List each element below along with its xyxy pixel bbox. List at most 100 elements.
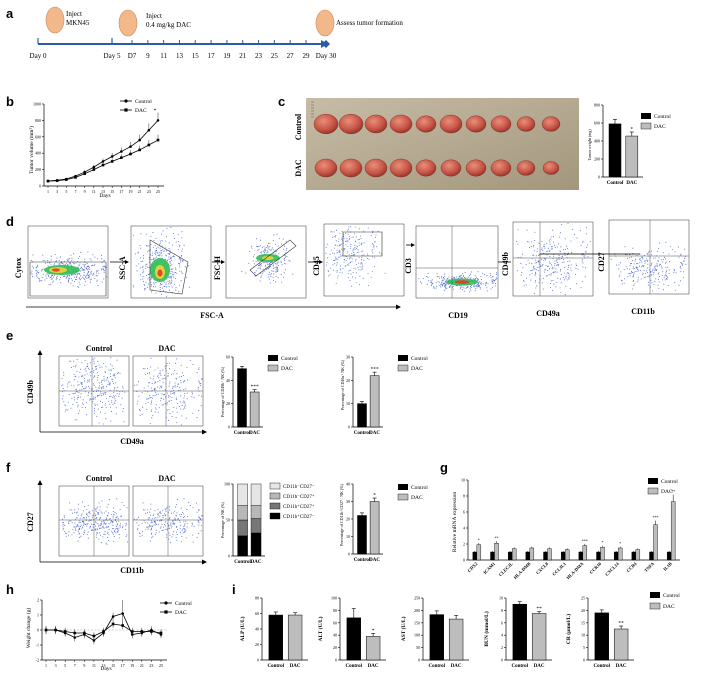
event-dot [170, 373, 172, 375]
event-dot [68, 394, 70, 396]
event-dot [363, 259, 365, 261]
event-dot [91, 515, 93, 517]
event-dot [122, 385, 124, 387]
fsca-arrow-icon [396, 304, 401, 310]
event-dot [201, 395, 203, 397]
event-dot [113, 374, 115, 376]
event-dot [159, 512, 161, 514]
event-dot [150, 291, 153, 293]
event-dot [564, 294, 566, 296]
event-dot [51, 281, 53, 283]
event-dot [88, 392, 90, 394]
event-dot [167, 253, 169, 255]
event-dot [69, 381, 71, 383]
event-dot [101, 366, 103, 368]
y-tick-label: 8 [463, 494, 465, 499]
event-dot [97, 512, 99, 514]
event-dot [681, 263, 683, 265]
event-dot [648, 250, 650, 252]
event-dot [241, 271, 243, 273]
event-dot [179, 408, 181, 410]
bar-dac [476, 544, 482, 561]
event-dot [559, 270, 561, 272]
event-dot [56, 260, 58, 262]
event-dot [188, 265, 190, 267]
chart-e1-ylabel: Percentage of CD49b⁺ NK (%) [220, 366, 225, 417]
y-tick-label: 10 [581, 633, 585, 638]
event-dot [113, 395, 115, 397]
event-dot [341, 272, 343, 274]
event-dot [103, 269, 105, 272]
event-dot [44, 279, 46, 281]
event-dot [570, 240, 572, 242]
stack-legend-label: CD11b⁻CD27⁺ [283, 494, 315, 500]
event-dot [618, 276, 620, 278]
e-x-arrow-icon [202, 429, 207, 435]
event-dot [269, 274, 271, 276]
y-tick-label: 100 [331, 596, 337, 601]
event-dot [66, 259, 68, 261]
event-dot [270, 249, 272, 251]
event-dot [549, 251, 551, 253]
event-dot [482, 272, 484, 274]
event-dot [101, 281, 103, 283]
event-dot [166, 286, 168, 288]
x-tick-label: 9 [83, 663, 85, 668]
event-dot [348, 263, 350, 265]
event-dot [341, 255, 343, 257]
event-dot [108, 400, 110, 403]
y-tick-label: 30 [346, 355, 350, 360]
event-dot [272, 276, 274, 278]
event-dot [87, 269, 89, 271]
y-tick-label: 20 [346, 378, 350, 383]
event-dot [355, 272, 357, 274]
event-dot [170, 391, 172, 393]
event-dot [79, 528, 81, 530]
event-dot [183, 395, 185, 397]
event-dot [180, 524, 182, 526]
event-dot [662, 259, 665, 261]
event-dot [139, 535, 141, 537]
flow-plot-e-dac [132, 355, 204, 427]
event-dot [183, 400, 185, 402]
event-dot [94, 403, 96, 405]
event-dot [142, 255, 145, 257]
event-dot [648, 275, 650, 277]
event-dot [179, 514, 181, 516]
event-dot [442, 279, 444, 281]
event-dot [176, 512, 178, 514]
event-dot [200, 405, 202, 407]
event-dot [478, 282, 480, 284]
event-dot [551, 248, 553, 250]
event-dot [275, 275, 277, 277]
point-dac [150, 630, 153, 633]
event-dot [470, 277, 472, 279]
event-dot [112, 380, 114, 382]
event-dot [658, 287, 660, 289]
event-dot [163, 290, 165, 292]
event-dot [95, 518, 97, 520]
event-dot [102, 526, 104, 528]
event-dot [154, 524, 156, 526]
bar-control [357, 515, 367, 555]
event-dot [348, 270, 350, 272]
point-dac [54, 628, 57, 632]
event-dot [71, 522, 73, 524]
event-dot [476, 286, 478, 288]
event-dot [286, 248, 288, 250]
event-dot [271, 270, 273, 272]
event-dot [101, 386, 103, 388]
event-dot [646, 271, 649, 274]
event-dot [355, 264, 358, 266]
event-dot [141, 522, 143, 525]
event-dot [94, 529, 96, 531]
event-dot [104, 402, 107, 404]
event-dot [97, 387, 100, 389]
event-dot [50, 284, 52, 286]
axis-cd19: CD19 [448, 311, 468, 320]
event-dot [114, 387, 116, 389]
event-dot [151, 259, 153, 261]
x-tick-label: 21 [138, 189, 142, 194]
event-dot [65, 263, 67, 265]
event-dot [80, 382, 82, 385]
